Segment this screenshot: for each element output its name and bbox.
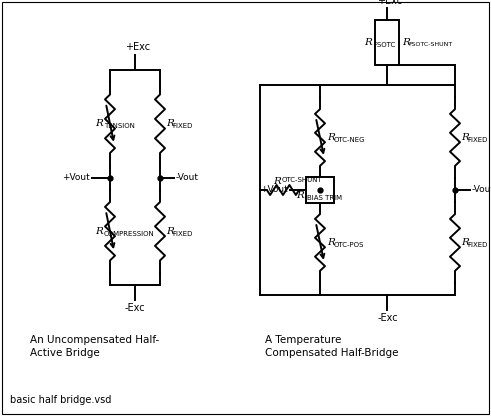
Text: +Vout: +Vout: [62, 173, 90, 182]
Text: R: R: [461, 238, 469, 247]
Text: FSOTC-SHUNT: FSOTC-SHUNT: [409, 42, 453, 47]
Text: -Exc: -Exc: [125, 303, 145, 313]
Text: OTC-SHUNT: OTC-SHUNT: [282, 177, 323, 183]
Text: FSOTC: FSOTC: [374, 42, 396, 48]
Text: -Vout: -Vout: [472, 186, 491, 195]
Text: R: R: [327, 238, 335, 247]
Text: R: R: [95, 119, 103, 128]
Text: Compensated Half-Bridge: Compensated Half-Bridge: [265, 348, 399, 358]
Text: R: R: [95, 227, 103, 236]
Text: OTC-NEG: OTC-NEG: [334, 137, 365, 143]
Text: FIXED: FIXED: [467, 137, 488, 143]
Text: TENSION: TENSION: [104, 123, 135, 129]
Text: +Vout: +Vout: [260, 186, 288, 195]
Text: R: R: [273, 178, 281, 186]
Text: BIAS TRIM: BIAS TRIM: [307, 195, 342, 201]
Text: R: R: [461, 133, 469, 142]
Text: An Uncompensated Half-: An Uncompensated Half-: [30, 335, 159, 345]
Text: A Temperature: A Temperature: [265, 335, 341, 345]
Bar: [306, 177, 334, 203]
Text: COMPRESSION: COMPRESSION: [104, 231, 155, 237]
Text: Active Bridge: Active Bridge: [30, 348, 100, 358]
Text: R: R: [296, 191, 304, 201]
Text: OTC-POS: OTC-POS: [334, 242, 364, 248]
Text: basic half bridge.vsd: basic half bridge.vsd: [10, 395, 111, 405]
Text: +Exc: +Exc: [125, 42, 151, 52]
Text: R: R: [166, 227, 174, 236]
Text: FIXED: FIXED: [467, 242, 488, 248]
Text: FIXED: FIXED: [172, 123, 192, 129]
Text: R: R: [365, 38, 373, 47]
Text: +Exc: +Exc: [377, 0, 402, 6]
Text: -Exc: -Exc: [377, 313, 398, 323]
Text: R: R: [327, 133, 335, 142]
Bar: [376, 20, 400, 65]
Text: R: R: [403, 38, 410, 47]
Text: -Vout: -Vout: [176, 173, 199, 182]
Text: FIXED: FIXED: [172, 231, 192, 237]
Text: R: R: [166, 119, 174, 128]
